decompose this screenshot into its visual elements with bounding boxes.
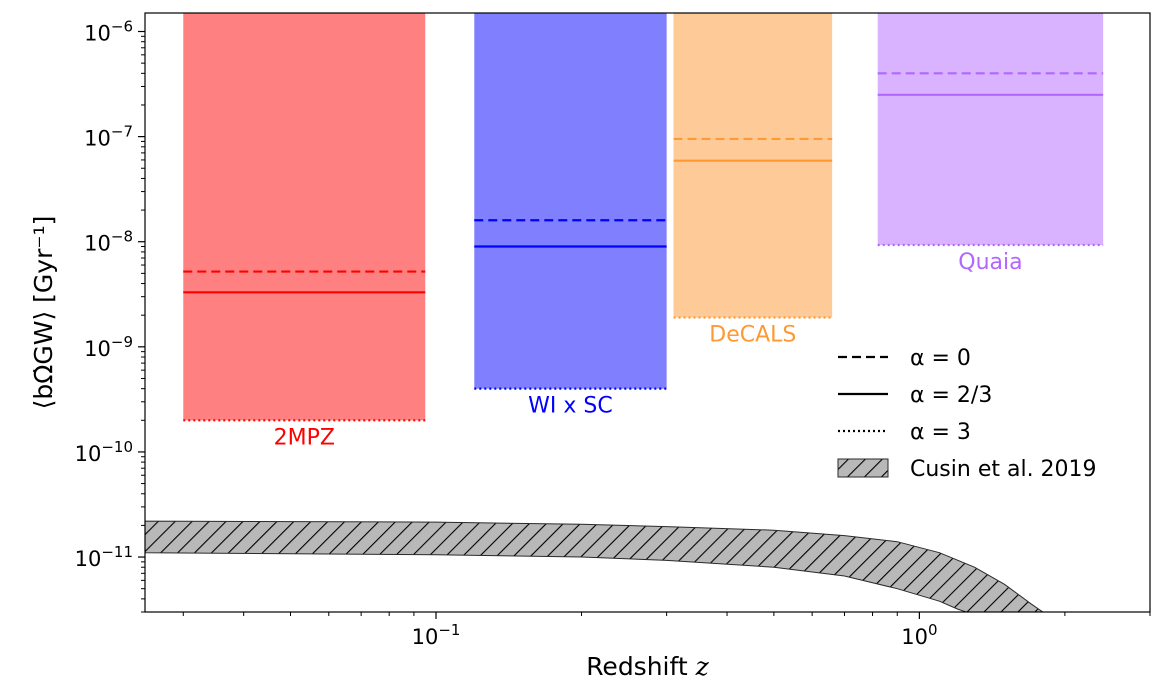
survey-box-wi-x-sc (474, 13, 667, 389)
legend-label: Cusin et al. 2019 (910, 457, 1097, 482)
legend-swatch-hatch (837, 458, 889, 478)
legend-label: α = 3 (910, 420, 971, 445)
survey-box-quaia (877, 13, 1104, 246)
legend-label: α = 2/3 (910, 383, 992, 408)
x-tick-label: 100 (901, 621, 937, 649)
y-tick-label: 10−7 (84, 123, 133, 151)
axes: 10−1 100 10−6 10−7 10−8 10−9 10−10 10−11 Redshif… (29, 12, 1151, 681)
y-axis-label: ⟨bΩ̇GW⟩ [Gyr⁻¹] (29, 216, 58, 410)
x-tick-label: 10−1 (412, 621, 461, 649)
y-tick-label: 10−6 (84, 18, 133, 46)
survey-box-decals (673, 13, 833, 318)
survey-box-2mpz (183, 13, 426, 421)
y-tick-label: 10−11 (75, 543, 133, 571)
survey-label-quaia: Quaia (958, 250, 1022, 275)
x-axis-label: Redshift z (586, 652, 709, 681)
survey-label-wi-x-sc: WI x SC (528, 394, 613, 419)
survey-labels: 2MPZ WI x SC DeCALS Quaia (274, 250, 1023, 450)
y-tick-label: 10−10 (75, 438, 133, 466)
y-tick-label: 10−9 (84, 333, 133, 361)
survey-label-decals: DeCALS (709, 323, 796, 348)
axes-frame (144, 12, 1151, 613)
cusin-band (145, 520, 1044, 612)
survey-label-2mpz: 2MPZ (274, 425, 335, 450)
legend: α = 0 α = 2/3 α = 3 Cusin et al. 2019 (837, 346, 1097, 482)
plot-area (145, 13, 1104, 612)
legend-label: α = 0 (910, 346, 971, 371)
y-tick-label: 10−8 (84, 228, 133, 256)
